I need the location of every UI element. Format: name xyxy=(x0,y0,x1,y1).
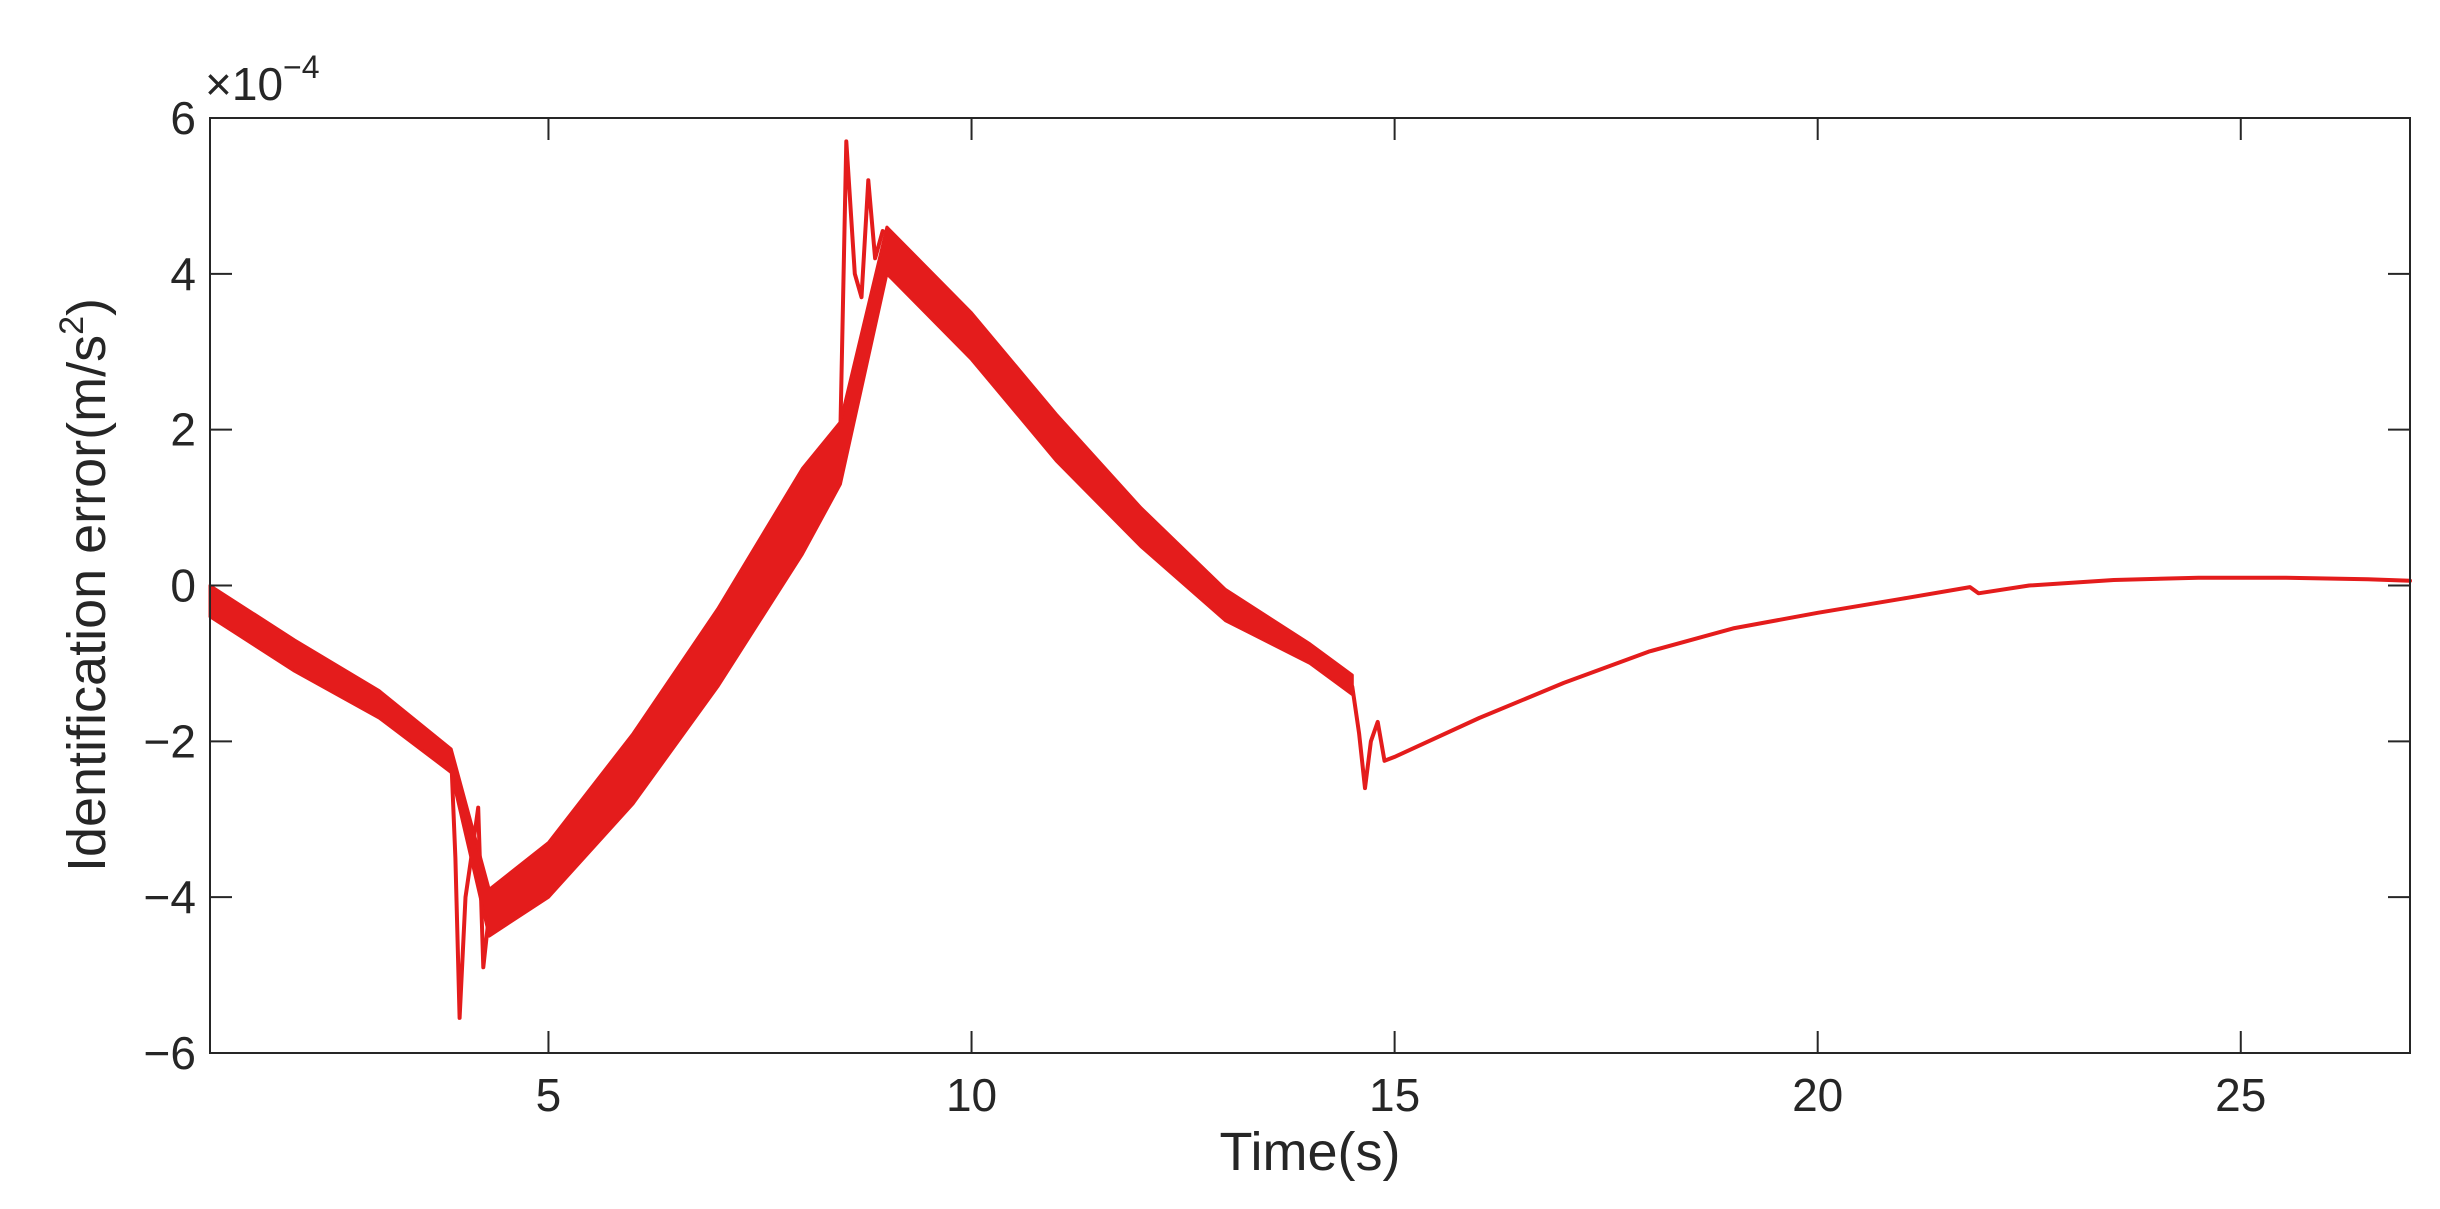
x-tick-label-20: 20 xyxy=(1792,1069,1843,1121)
x-tick-label-25: 25 xyxy=(2215,1069,2266,1121)
y-tick-label--4: −4 xyxy=(144,871,196,923)
y-tick-label-0: 0 xyxy=(170,560,196,612)
y-tick-label-4: 4 xyxy=(170,248,196,300)
y-exponent-label: ×10−4 xyxy=(205,49,320,110)
x-tick-label-10: 10 xyxy=(946,1069,997,1121)
x-axis-label: Time(s) xyxy=(1220,1122,1401,1182)
plot-area xyxy=(208,139,2412,1020)
series-1-oscillation-band xyxy=(208,225,1354,938)
y-exponent-power: −4 xyxy=(283,49,319,85)
y-axis-label: Identification error(m/s2) xyxy=(53,298,117,872)
y-axis-label-superscript: 2 xyxy=(53,316,91,335)
y-exponent-base: ×10 xyxy=(205,58,283,110)
x-tick-label-5: 5 xyxy=(536,1069,562,1121)
y-tick-label-2: 2 xyxy=(170,404,196,456)
series-1-line-segment-1 xyxy=(449,754,492,1020)
x-tick-label-15: 15 xyxy=(1369,1069,1420,1121)
series-1-line-segment-2 xyxy=(838,139,885,432)
y-axis-label-text: Identification error(m/s xyxy=(57,335,117,872)
y-axis-label-suffix: ) xyxy=(57,298,117,316)
y-tick-label--2: −2 xyxy=(144,715,196,767)
axes-box xyxy=(209,117,2411,1054)
axis-ticks: 5 10 15 20 25 −6 −4 −2 0 2 4 6 xyxy=(144,92,2410,1121)
series-1-line-segment-3 xyxy=(1350,575,2412,791)
y-tick-label-6: 6 xyxy=(170,92,196,144)
y-tick-label--6: −6 xyxy=(144,1027,196,1079)
